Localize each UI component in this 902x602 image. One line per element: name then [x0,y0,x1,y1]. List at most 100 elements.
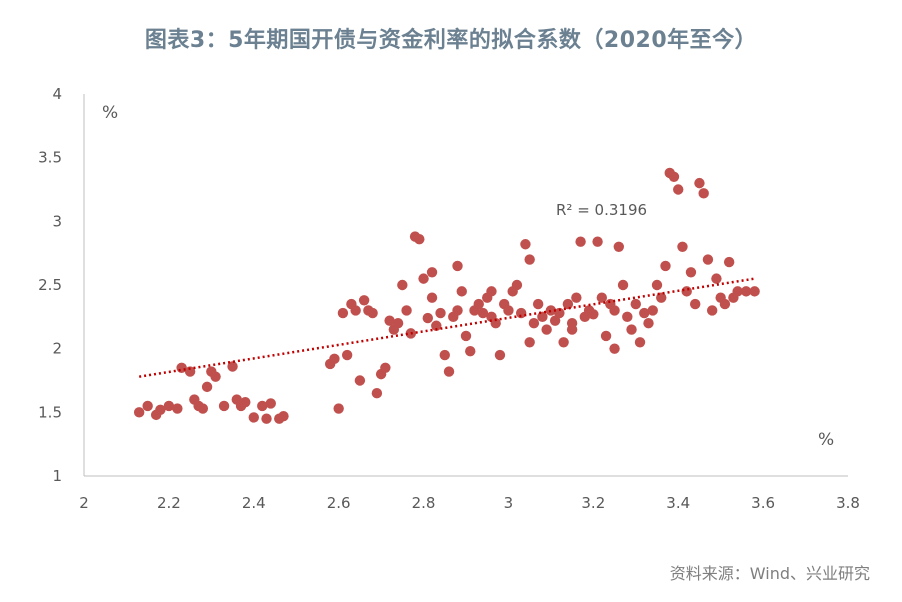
data-point [494,349,506,361]
x-axis-unit: % [818,430,834,450]
data-point [596,292,608,303]
data-point [639,307,650,319]
data-point [418,273,429,284]
data-point [401,305,412,316]
data-points [133,167,760,424]
data-point [460,330,472,342]
data-point [740,286,752,297]
data-point [528,318,540,329]
data-point [566,324,578,335]
data-point [172,403,183,414]
data-point [609,305,620,316]
data-point [626,324,637,335]
x-tick-label: 3.4 [666,494,690,512]
data-point [685,267,697,278]
chart-title: 图表3：5年期国开债与资金利率的拟合系数（2020年至今） [144,28,758,53]
data-point [337,307,349,319]
x-tick-label: 3.8 [836,494,860,512]
data-point [240,396,251,408]
data-point [562,298,574,310]
data-point [656,292,667,303]
data-point [397,279,408,291]
data-point [486,286,497,297]
x-tick-label: 2.2 [157,494,181,512]
data-point [452,260,463,272]
y-tick-label: 1.5 [38,403,62,421]
data-point [367,307,378,319]
data-point [265,398,276,409]
data-point [609,343,620,354]
data-point [541,324,552,335]
x-tick-label: 2 [79,494,89,512]
data-point [435,307,446,319]
x-tick-label: 3.2 [581,494,605,512]
data-point [333,403,344,414]
data-point [465,346,476,357]
data-point [537,311,548,323]
data-point [515,307,527,319]
data-point [503,305,514,316]
data-point [588,309,599,320]
x-tick-label: 2.4 [242,494,266,512]
data-point [524,254,535,265]
source-note: 资料来源：Wind、兴业研究 [669,564,870,583]
x-tick-label: 3.6 [751,494,775,512]
data-point [532,298,544,310]
data-point [329,353,340,365]
x-tick-label: 2.6 [327,494,351,512]
data-point [257,400,268,412]
data-point [702,254,714,265]
data-point [575,236,586,247]
data-point [384,315,395,326]
data-point [133,407,145,418]
data-point [414,233,425,245]
data-point [592,236,603,247]
data-point [358,295,370,306]
y-tick-label: 3.5 [38,149,62,167]
data-point [651,279,663,291]
data-point [155,404,166,415]
data-point [184,366,196,377]
data-point [677,241,688,252]
data-point [490,318,501,329]
data-point [511,279,523,291]
tick-labels: 2 2.2 2.4 2.6 2.8 3 3.2 3.4 3.6 3.8 1 1.5 2 2.5 3 3.5 4 [38,85,860,512]
data-point [630,298,641,310]
data-point [439,349,450,361]
data-point [392,318,404,329]
data-point [643,318,654,329]
r-squared-annotation: R² = 0.3196 [556,201,647,219]
trendline [138,277,755,378]
data-point [660,260,671,272]
data-point [341,349,353,361]
data-point [261,413,272,424]
data-point [554,307,565,319]
data-point [142,400,153,412]
data-point [201,381,213,393]
data-point [524,337,535,348]
data-point [549,315,561,326]
data-point [477,307,489,319]
data-point [227,361,238,372]
data-point [698,188,709,199]
data-point [706,305,718,316]
data-point [690,298,701,310]
y-tick-label: 1 [52,467,62,485]
y-tick-label: 2 [52,340,62,358]
data-point [354,375,366,386]
x-tick-label: 3 [504,494,514,512]
data-point [634,337,646,348]
data-point [647,305,658,316]
data-point [681,286,692,297]
data-point [278,410,289,422]
data-point [452,305,463,316]
y-axis-unit: % [102,103,118,123]
data-point [210,371,221,382]
y-tick-label: 2.5 [38,276,62,294]
data-point [371,388,383,399]
data-point [673,184,684,195]
data-point [719,298,731,310]
data-point [218,400,230,412]
data-point [350,305,361,316]
